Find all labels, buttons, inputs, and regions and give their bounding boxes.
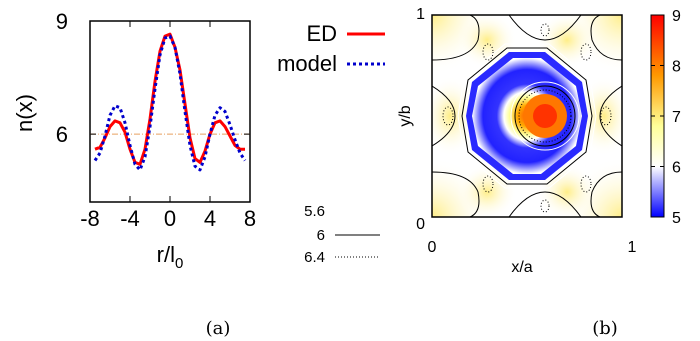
contour-key: 5.6 6 6.4 (304, 203, 380, 266)
panel-label-a: (a) (206, 318, 231, 339)
series-line-model (93, 34, 247, 172)
contour-level-2: 6 (317, 227, 325, 244)
y-axis-label: n(x) (12, 94, 37, 132)
y-tick-label-b: 0 (416, 216, 425, 233)
y-tick-label-b: 1 (416, 6, 425, 23)
legend: ED model (277, 21, 385, 76)
panel-a: -8 -4 0 4 8 6 9 n(x) r/l0 (a) (12, 9, 256, 339)
colorbar-tick-label: 8 (672, 59, 681, 76)
y-tick-label: 6 (56, 122, 68, 147)
contour-level-3: 6.4 (304, 249, 325, 266)
colorbar-tick-label: 5 (672, 210, 681, 227)
axis-ticks-a: -8 -4 0 4 8 6 9 (56, 9, 256, 231)
legend-label-ed: ED (306, 21, 337, 46)
x-axis-label: r/l0 (157, 242, 184, 272)
series-group (93, 32, 247, 172)
legend-label-model: model (277, 51, 337, 76)
y-tick-label: 9 (56, 9, 68, 34)
panel-b: 5 6 7 8 9 0 1 0 1 y/b x/a (b) (397, 6, 681, 339)
colorbar-tick-label: 7 (672, 109, 681, 126)
plot-b-frame (431, 14, 623, 218)
axis-ticks-b: 0 1 0 1 (416, 6, 636, 256)
x-tick-label: -4 (120, 206, 140, 231)
panel-label-b: (b) (592, 318, 618, 339)
heatmap (432, 15, 622, 217)
x-tick-label: -8 (80, 206, 100, 231)
contour-level-1: 5.6 (304, 203, 325, 220)
x-axis-label-b: x/a (511, 259, 532, 276)
colorbar-tick-label: 9 (672, 8, 681, 25)
x-tick-label-b: 0 (428, 239, 437, 256)
colorbar-ticks: 5 6 7 8 9 (651, 8, 681, 227)
x-tick-label: 0 (164, 206, 176, 231)
x-tick-label: 4 (204, 206, 216, 231)
series-line-ed (94, 32, 245, 166)
y-axis-label-b: y/b (397, 105, 414, 126)
x-tick-label-b: 1 (628, 239, 637, 256)
colorbar-tick-label: 6 (672, 160, 681, 177)
x-tick-label: 8 (244, 206, 256, 231)
